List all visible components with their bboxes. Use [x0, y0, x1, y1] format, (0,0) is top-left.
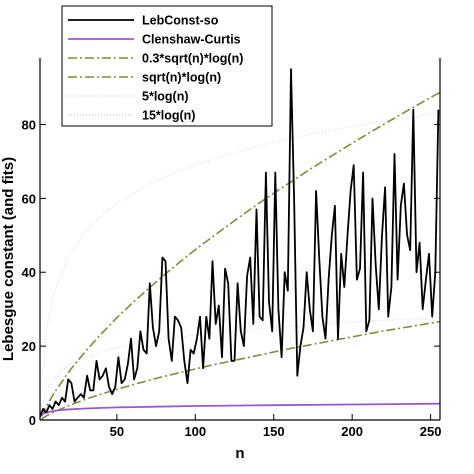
series-line-3	[41, 320, 440, 420]
series-line-2	[40, 402, 440, 418]
axes-layer: 50 100 150 200 250 0 20 40 60 80	[22, 58, 442, 439]
x-tick-label: 150	[263, 424, 285, 439]
y-tick-label: 80	[22, 117, 36, 132]
series-line-4	[40, 91, 440, 417]
y-tick-label: 60	[22, 191, 36, 206]
legend-label-2: Clenshaw-Curtis	[142, 33, 241, 47]
legend-label-3: 0.3*sqrt(n)*log(n)	[142, 52, 243, 66]
legend: LebConst-so Clenshaw-Curtis 0.3*sqrt(n)*lo…	[61, 5, 273, 127]
series-line-1	[40, 68, 440, 417]
x-tick-label: 250	[420, 424, 442, 439]
legend-box	[61, 5, 273, 127]
x-tick-label: 200	[341, 424, 363, 439]
y-tick-label: 40	[22, 265, 36, 280]
legend-label-6: 15*log(n)	[142, 109, 195, 123]
x-axis-title: n	[235, 445, 244, 462]
legend-label-5: 5*log(n)	[142, 90, 189, 104]
legend-label-4: sqrt(n)*log(n)	[142, 71, 221, 85]
legend-label-1: LebConst-so	[142, 14, 219, 28]
y-tick-label: 0	[29, 413, 36, 428]
series-layer	[40, 68, 440, 420]
y-tick-label: 20	[22, 339, 36, 354]
y-axis-title: Lebesgue constant (and fits)	[0, 157, 17, 361]
x-tick-label: 50	[110, 424, 124, 439]
series-line-5	[41, 317, 440, 408]
series-line-6	[41, 112, 440, 382]
x-tick-label: 100	[184, 424, 206, 439]
